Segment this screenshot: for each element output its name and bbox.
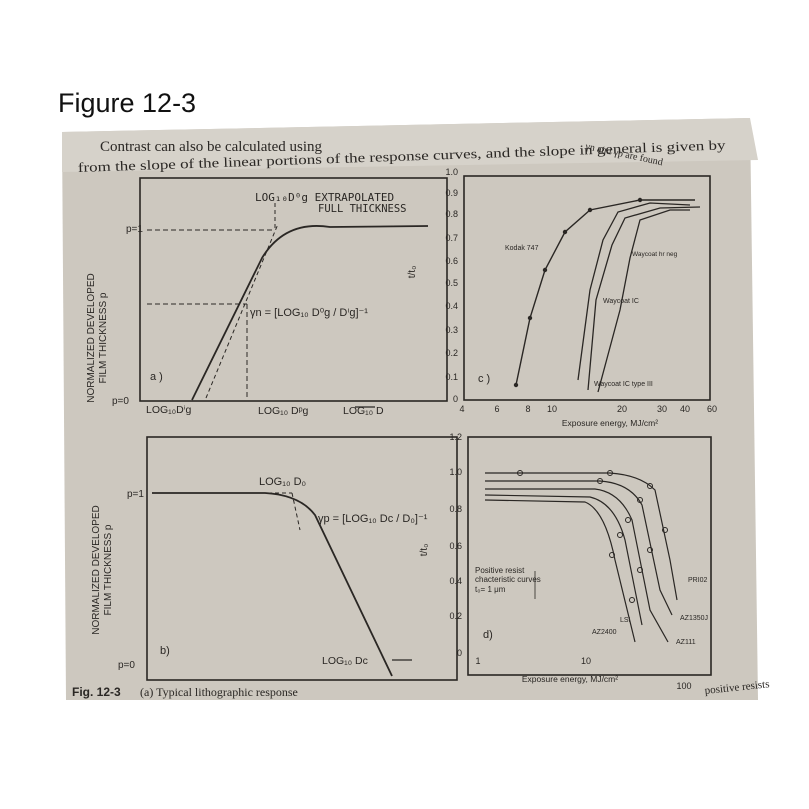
panel-d-curve-az2400 — [484, 499, 636, 643]
panel-d-curve-az111 — [485, 488, 669, 643]
panel-c — [463, 175, 711, 401]
panel-d-legend-line2: chacteristic curves — [475, 575, 541, 584]
panel-a-p1-label: p=1 — [126, 224, 143, 235]
panel-a-xlabel-3: LOG₁₀ D — [343, 405, 384, 417]
panel-d-curve-pri02 — [485, 472, 678, 601]
panel-c-curve-ic-type3 — [597, 209, 690, 393]
panel-c-ytick: 0.4 — [445, 301, 458, 311]
panel-d-ytick: 0 — [457, 648, 462, 658]
panel-b — [146, 436, 458, 681]
caption-fig-label: Fig. 12-3 — [72, 685, 121, 699]
panel-a — [139, 177, 448, 408]
panel-d-ytick: 0.4 — [449, 576, 462, 586]
panel-c-xtick: 40 — [680, 404, 690, 414]
panel-b-label: b) — [160, 645, 170, 657]
panel-a-ylabel-line1: NORMALIZED DEVELOPED — [86, 273, 97, 402]
panel-c-ytick: 1.0 — [445, 167, 458, 177]
panel-c-xtick: 20 — [617, 404, 627, 414]
panel-a-xlabel-2: LOG₁₀ Dᵖg — [258, 405, 309, 417]
panel-a-ylabel-line2: FILM THICKNESS p — [98, 292, 109, 383]
panel-d-frame — [467, 436, 712, 676]
panel-a-gamma-formula: γn = [LOG₁₀ D⁰g / Dⁱg]⁻¹ — [250, 307, 368, 319]
panel-c-ytick: 0.6 — [445, 256, 458, 266]
caption-text: (a) Typical lithographic response — [140, 685, 298, 699]
panel-c-ylabel: t/t₀ — [407, 266, 418, 279]
panel-c-xtick: 8 — [525, 404, 530, 414]
panel-a-label: a ) — [150, 371, 163, 383]
panel-c-label: c ) — [478, 373, 490, 385]
panel-a-frame — [139, 177, 448, 402]
panel-d-ytick: 0.8 — [449, 504, 462, 514]
panel-d-legend-line3: t₀= 1 μm — [475, 585, 506, 594]
figure-title: Figure 12-3 — [58, 88, 197, 118]
panel-d-ytick: 0.2 — [449, 611, 462, 621]
panel-c-frame — [463, 175, 711, 401]
panel-a-annotation: LOG₁₀D⁰g EXTRAPOLATED — [255, 191, 394, 204]
panel-d-curve-label: LSI — [620, 617, 631, 624]
panel-d-ytick: 0.6 — [449, 541, 462, 551]
panel-c-ytick: 0.5 — [445, 278, 458, 288]
panel-d-xtick: 100 — [676, 681, 691, 691]
panel-c-xlabel: Exposure energy, MJ/cm² — [562, 418, 658, 428]
panel-c-curve-label: Waycoat hr neg — [632, 251, 678, 258]
panel-d-label: d) — [483, 629, 493, 641]
panel-d-ytick: 1.2 — [449, 432, 462, 442]
panel-c-curve-hr-neg — [577, 202, 691, 381]
panel-d-curve-label: AZ1350J — [680, 615, 708, 622]
panel-d-ylabel: t/t₀ — [419, 544, 430, 557]
panel-b-p1-label: p=1 — [127, 489, 144, 500]
panel-c-ytick: 0.7 — [445, 233, 458, 243]
panel-d — [467, 436, 712, 676]
panel-d-ytick: 1.0 — [449, 467, 462, 477]
panel-c-curve-label: Kodak 747 — [505, 245, 539, 252]
panel-c-ytick: 0.3 — [445, 325, 458, 335]
panel-c-xtick: 60 — [707, 404, 717, 414]
panel-c-ytick: 0.8 — [445, 209, 458, 219]
panel-c-curve-label: Waycoat IC — [603, 298, 639, 305]
panel-a-p0-label: p=0 — [112, 396, 129, 407]
panel-b-annotation: LOG₁₀ D₀ — [259, 476, 306, 488]
panel-d-curve-label: AZ2400 — [592, 629, 617, 636]
panel-d-curve-label: AZ111 — [676, 639, 696, 646]
panel-c-xtick: 4 — [459, 404, 464, 414]
panel-b-ylabel-line1: NORMALIZED DEVELOPED — [91, 505, 102, 634]
panel-b-frame — [146, 436, 458, 681]
panel-c-curve-ic — [587, 206, 701, 391]
panel-c-ytick: 0.1 — [445, 372, 458, 382]
panel-d-xtick: 1 — [475, 656, 480, 666]
panel-a-curve — [191, 225, 429, 401]
panel-d-curve-lsi — [484, 494, 643, 626]
panel-a-annotation-line2: FULL THICKNESS — [318, 203, 407, 215]
panel-c-curve-label: Waycoat IC type III — [594, 381, 653, 388]
panel-d-legend-line1: Positive resist — [475, 566, 525, 575]
panel-b-curve — [152, 492, 393, 677]
panel-d-curve-az1350j — [485, 480, 673, 616]
panel-d-xtick: 10 — [581, 656, 591, 666]
panel-c-ytick: 0.2 — [445, 348, 458, 358]
page-background — [62, 118, 758, 700]
panel-d-curve-label: PRI02 — [688, 577, 708, 584]
panel-a-xlabel-1: LOG₁₀Dⁱg — [146, 404, 192, 416]
panel-c-xtick: 6 — [494, 404, 499, 414]
panel-c-ytick: 0 — [453, 394, 458, 404]
body-text-line1: Contrast can also be calculated using — [100, 139, 323, 155]
panel-c-xtick: 10 — [547, 404, 557, 414]
panel-b-p0-label: p=0 — [118, 660, 135, 671]
panel-b-gamma-formula: γp = [LOG₁₀ Dc / D₀]⁻¹ — [318, 513, 428, 525]
panel-b-ylabel-line2: FILM THICKNESS p — [103, 524, 114, 615]
panel-c-xtick: 30 — [657, 404, 667, 414]
panel-b-xlabel: LOG₁₀ Dc — [322, 655, 368, 667]
panel-c-ytick: 0.9 — [445, 188, 458, 198]
panel-d-xlabel: Exposure energy, MJ/cm² — [522, 674, 618, 684]
